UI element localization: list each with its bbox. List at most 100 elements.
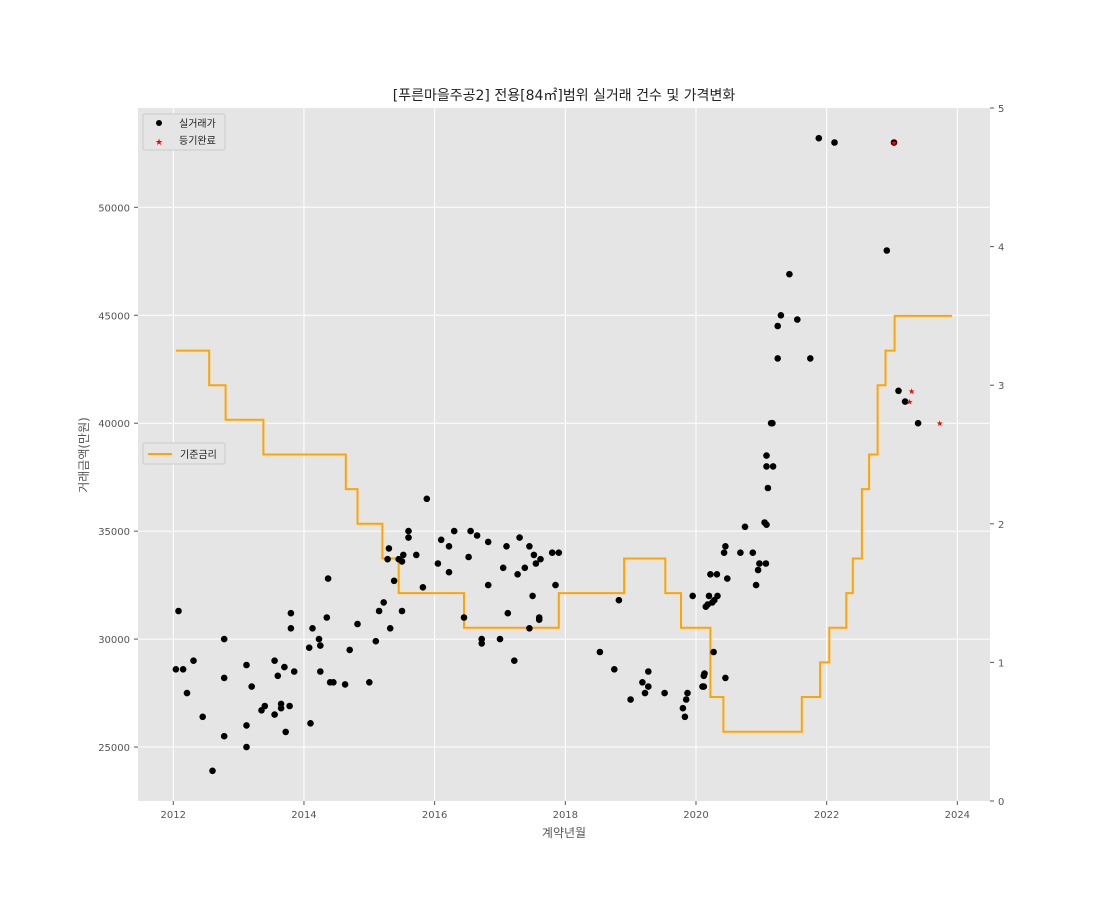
trade-point <box>277 700 285 708</box>
trade-point <box>445 568 453 576</box>
trade-point <box>484 538 492 546</box>
trade-point <box>615 596 623 604</box>
trade-point <box>529 592 536 600</box>
trade-point <box>372 637 380 645</box>
trade-point <box>243 661 250 669</box>
trade-point <box>774 355 781 362</box>
trade-point <box>380 599 388 606</box>
trade-point <box>681 713 689 721</box>
trade-point <box>511 657 518 664</box>
trade-point <box>914 419 922 427</box>
trade-point <box>220 674 228 682</box>
legend-trade-marker <box>156 120 162 126</box>
trade-point <box>287 609 295 617</box>
trade-point <box>552 581 559 589</box>
trade-point <box>532 560 540 567</box>
legend-rate: 기준금리 <box>142 442 226 465</box>
trade-point <box>737 549 744 556</box>
trade-point <box>437 536 445 544</box>
trade-point <box>679 704 687 712</box>
trade-point <box>434 560 442 567</box>
trade-point <box>777 312 785 319</box>
y2-tick-label: 4 <box>998 243 1004 254</box>
y-axis-title: 거래금액(만원) <box>77 417 91 493</box>
trade-point <box>682 696 690 703</box>
trade-point <box>741 523 749 531</box>
trade-point <box>390 577 398 585</box>
legend-rate-box <box>142 442 226 465</box>
trade-point <box>786 270 793 278</box>
y-tick-label: 30000 <box>98 635 130 646</box>
trade-point <box>752 581 760 589</box>
trade-point <box>290 668 298 675</box>
trade-point <box>714 592 721 600</box>
trade-point <box>705 592 713 600</box>
trade-point <box>271 657 278 664</box>
trade-point <box>465 553 472 561</box>
trade-point <box>484 581 492 589</box>
trade-point <box>724 575 731 582</box>
trade-point <box>807 355 814 362</box>
trade-point <box>419 584 427 591</box>
trade-point <box>398 558 406 565</box>
trade-point <box>763 521 770 528</box>
trade-point <box>701 670 708 677</box>
trade-point <box>405 534 412 541</box>
y-tick-label: 35000 <box>98 527 130 538</box>
trade-point <box>661 689 668 697</box>
chart-title: [푸른마을주공2] 전용[84㎡]범위 실거래 건수 및 가격변화 <box>393 88 736 104</box>
trade-point <box>883 247 891 254</box>
legend-rate-label: 기준금리 <box>180 449 217 461</box>
trade-point <box>183 689 191 697</box>
ticks: 2012 2014 2016 2018 2020 2022 2024250003000035… <box>98 104 1004 821</box>
trade-point <box>689 592 696 600</box>
trade-point <box>248 683 255 690</box>
trade-point <box>467 527 474 535</box>
trade-point <box>315 635 323 643</box>
trade-point <box>769 463 777 470</box>
trade-point <box>366 679 373 686</box>
y2-tick-label: 2 <box>998 520 1004 531</box>
trade-point <box>504 609 512 617</box>
trade-point <box>271 711 278 718</box>
trade-point <box>645 668 652 675</box>
x-tick-label: 2016 <box>422 810 447 821</box>
trade-point <box>323 614 331 621</box>
trade-point <box>413 551 420 559</box>
trade-point <box>762 560 770 567</box>
trade-point <box>514 571 521 578</box>
points-layer <box>172 134 922 775</box>
trade-point <box>645 683 652 690</box>
y-tick-label: 45000 <box>98 311 130 322</box>
trade-point <box>209 767 216 775</box>
trade-point <box>307 720 314 727</box>
trade-point <box>305 644 313 651</box>
trade-point <box>831 139 838 146</box>
trade-point <box>243 722 250 729</box>
registered-point: ★ <box>908 387 915 396</box>
trade-point <box>548 549 556 556</box>
trade-point <box>261 702 269 710</box>
trade-point <box>700 683 708 690</box>
trade-point <box>774 322 781 330</box>
trade-point <box>521 564 529 572</box>
y-tick-label: 25000 <box>98 743 130 754</box>
trade-point <box>317 642 324 649</box>
trade-point <box>769 419 776 427</box>
trade-point <box>754 566 762 574</box>
y2-tick-label: 0 <box>998 797 1004 808</box>
legend-trade-label: 실거래가 <box>179 118 216 130</box>
trade-point <box>287 625 295 632</box>
trade-point <box>499 564 507 572</box>
legend-registered-label: 등기완료 <box>179 135 216 147</box>
registered-point: ★ <box>936 419 943 428</box>
trade-point <box>639 679 646 686</box>
trade-point <box>627 696 634 703</box>
trade-point <box>281 663 288 671</box>
registered-point: ★ <box>890 139 897 148</box>
trade-point <box>398 607 406 615</box>
trade-point <box>530 551 538 559</box>
x-tick-label: 2012 <box>161 810 186 821</box>
trade-point <box>537 555 544 563</box>
